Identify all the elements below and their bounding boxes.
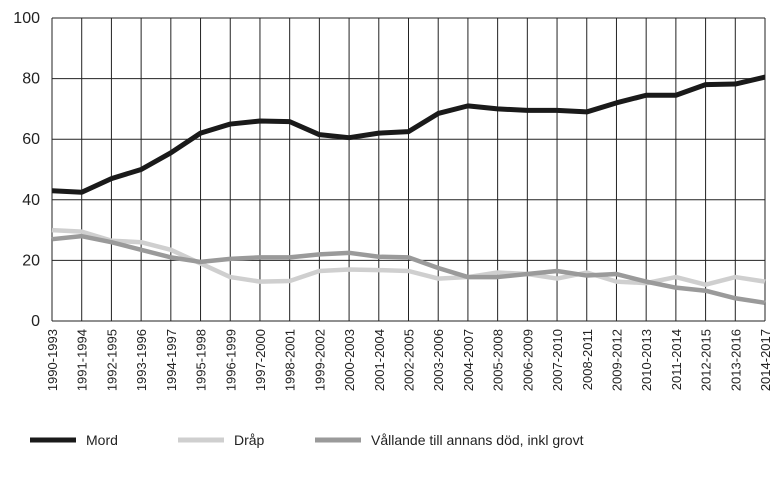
x-tick-label: 2013-2016 (728, 329, 743, 391)
x-tick-label: 2006-2009 (520, 329, 535, 391)
y-tick-label: 60 (22, 131, 40, 148)
x-tick-label: 2007-2010 (550, 329, 565, 391)
x-tick-label: 2014-2017 (758, 329, 771, 391)
legend-label: Vållande till annans död, inkl grovt (371, 432, 584, 448)
series-line (51, 233, 766, 306)
x-tick-label: 1999-2002 (312, 329, 327, 391)
x-tick-label: 2003-2006 (431, 329, 446, 391)
x-tick-label: 2001-2004 (372, 329, 387, 391)
x-tick-label: 2008-2011 (580, 329, 595, 390)
x-tick-label: 1991-1994 (75, 329, 90, 391)
x-tick-label: 1995-1998 (194, 329, 209, 391)
x-tick-label: 2004-2007 (461, 329, 476, 391)
x-tick-label: 1998-2001 (283, 329, 298, 391)
x-tick-label: 1992-1995 (104, 329, 119, 391)
y-tick-label: 0 (31, 313, 40, 330)
legend-label: Mord (86, 432, 118, 448)
x-tick-label: 2000-2003 (342, 329, 357, 391)
y-tick-label: 80 (22, 71, 40, 88)
x-tick-label: 2011-2014 (669, 329, 684, 390)
legend-label: Dråp (234, 432, 265, 448)
x-tick-label: 2002-2005 (402, 329, 417, 391)
y-tick-label: 100 (13, 10, 40, 27)
x-tick-label: 1997-2000 (253, 329, 268, 391)
x-tick-label: 2009-2012 (609, 329, 624, 391)
x-tick-label: 1994-1997 (164, 329, 179, 391)
x-tick-label: 2012-2015 (699, 329, 714, 391)
y-tick-label: 20 (22, 252, 40, 269)
x-tick-label: 1990-1993 (45, 329, 60, 391)
x-tick-label: 2005-2008 (491, 329, 506, 391)
x-tick-label: 1993-1996 (134, 329, 149, 391)
x-tick-label: 1996-1999 (223, 329, 238, 391)
series-line (51, 74, 766, 195)
y-tick-label: 40 (22, 192, 40, 209)
x-tick-label: 2010-2013 (639, 329, 654, 391)
